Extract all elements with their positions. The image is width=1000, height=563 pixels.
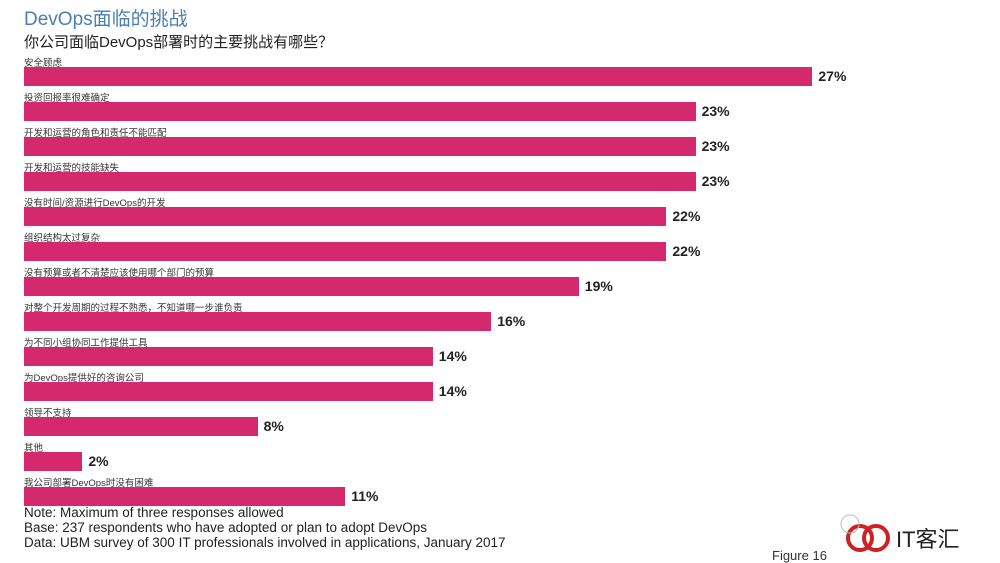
category-label: 开发和运营的角色和责任不能匹配 [24, 128, 167, 139]
value-label: 23% [701, 138, 730, 154]
watermark-logo-icon [840, 514, 890, 552]
data-source-text: Data: UBM survey of 300 IT professionals… [24, 535, 506, 550]
value-label: 27% [818, 68, 847, 84]
bar [24, 312, 492, 331]
bar [24, 382, 433, 401]
category-label: 为DevOps提供好的咨询公司 [24, 373, 144, 384]
value-label: 16% [497, 313, 526, 329]
chart-title: DevOps面临的挑战 [24, 9, 188, 30]
bar [24, 207, 667, 226]
bar [24, 417, 258, 436]
category-label: 其他 [24, 443, 44, 454]
category-label: 对整个开发周期的过程不熟悉，不知道哪一步谁负责 [24, 303, 243, 314]
bar [24, 487, 346, 506]
value-label: 23% [701, 173, 730, 189]
category-label: 为不同小组协同工作提供工具 [24, 338, 148, 349]
value-label: 23% [701, 103, 730, 119]
value-label: 2% [88, 453, 109, 469]
bar [24, 137, 696, 156]
base-text: Base: 237 respondents who have adopted o… [24, 520, 428, 535]
value-label: 14% [438, 383, 467, 399]
value-label: 14% [438, 348, 467, 364]
bar [24, 277, 579, 296]
note-text: Note: Maximum of three responses allowed [24, 505, 284, 520]
value-label: 8% [263, 418, 284, 434]
value-label: 11% [351, 488, 379, 504]
category-label: 开发和运营的技能缺失 [24, 163, 120, 174]
category-label: 没有预算或者不清楚应该使用哪个部门的预算 [24, 268, 215, 279]
category-label: 没有时间/资源进行DevOps的开发 [24, 198, 166, 209]
category-label: 投资回报率很难确定 [24, 93, 110, 104]
category-label: 领导不支持 [24, 408, 72, 419]
bar [24, 102, 696, 121]
bar [24, 452, 83, 471]
bar [24, 172, 696, 191]
bar [24, 347, 433, 366]
watermark-logo: IT客汇 [838, 500, 968, 560]
bar [24, 242, 667, 261]
chart-subtitle: 你公司面临DevOps部署时的主要挑战有哪些？ [24, 34, 334, 51]
value-label: 19% [584, 278, 613, 294]
category-label: 我公司部署DevOps时没有困难 [24, 478, 154, 489]
value-label: 22% [672, 243, 701, 259]
category-label: 组织结构太过复杂 [24, 233, 101, 244]
value-label: 22% [672, 208, 701, 224]
bar [24, 67, 813, 86]
category-label: 安全顾虑 [24, 58, 63, 69]
figure-label: Figure 16 [772, 548, 827, 563]
